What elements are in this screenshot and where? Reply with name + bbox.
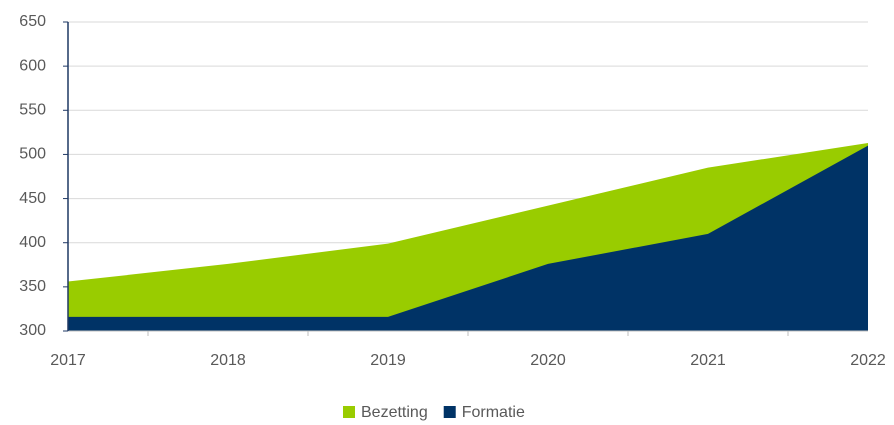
y-tick-label: 300 [19,322,46,339]
legend-swatch [343,406,355,418]
y-tick-label: 400 [19,234,46,251]
x-tick-label: 2022 [850,352,886,369]
legend-swatch [443,406,456,418]
area [68,145,868,331]
y-tick-label: 550 [19,102,46,119]
y-tick-label: 350 [19,278,46,295]
x-tick-label: 2020 [530,352,566,369]
legend-label: Bezetting [361,404,428,421]
x-tick-label: 2018 [210,352,246,369]
y-tick-label: 600 [19,57,46,74]
y-tick-label: 650 [19,13,46,30]
x-tick-label: 2019 [370,352,406,369]
x-tick-label: 2017 [50,352,86,369]
y-tick-label: 450 [19,190,46,207]
y-tick-label: 500 [19,146,46,163]
legend-label: Formatie [462,404,525,421]
x-tick-label: 2021 [690,352,726,369]
